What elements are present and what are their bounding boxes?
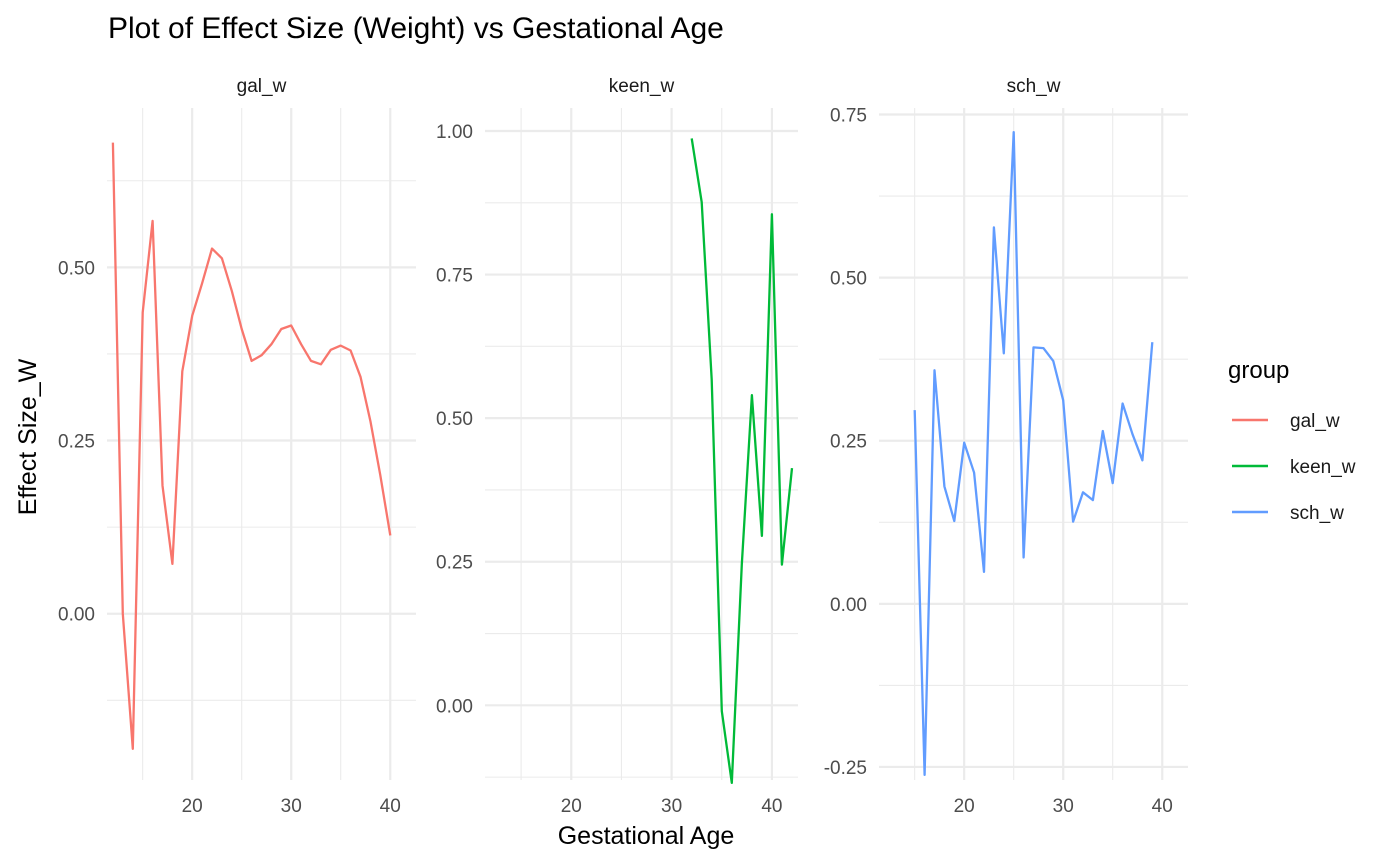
panel-gal_w: gal_w 20 30 40 0.00 0.25 0.50: [58, 76, 416, 817]
panel-keen_w: keen_w 20 30 40 0.00 0.25 0.50 0.75 1.00: [436, 76, 798, 817]
y-tick-label: 0.50: [58, 258, 95, 279]
y-tick-label: 0.00: [830, 595, 867, 616]
series-line-gal_w: [111, 142, 392, 750]
y-tick-label: 0.00: [58, 605, 95, 626]
x-tick-label: 30: [661, 796, 682, 817]
legend-label-sch_w: sch_w: [1290, 503, 1344, 524]
y-tick-label: 0.25: [830, 432, 867, 453]
y-tick-label: 0.25: [58, 432, 95, 453]
x-tick-label: 30: [1053, 796, 1074, 817]
chart-title: Plot of Effect Size (Weight) vs Gestatio…: [108, 12, 724, 45]
x-tick-label: 40: [380, 796, 401, 817]
legend-title: group: [1228, 357, 1289, 384]
y-tick-label: 0.75: [436, 266, 473, 287]
x-tick-label: 40: [1152, 796, 1173, 817]
facet-strip-label: sch_w: [1007, 76, 1061, 97]
x-tick-label: 30: [281, 796, 302, 817]
panel-sch_w: sch_w 20 30 40 -0.25 0.00 0.25 0.50 0.75: [824, 76, 1188, 817]
legend: group gal_w keen_w sch_w: [1228, 357, 1356, 524]
x-tick-label: 20: [561, 796, 582, 817]
y-tick-label: 0.50: [436, 409, 473, 430]
y-tick-label: 0.25: [436, 553, 473, 574]
series-line-keen_w: [690, 138, 794, 785]
facet-strip-label: gal_w: [237, 76, 287, 97]
x-tick-label: 20: [954, 796, 975, 817]
y-tick-label: 0.75: [830, 106, 867, 127]
panels-layer: gal_w 20 30 40 0.00 0.25 0.50 keen_w 20 30 40 0.00 0…: [58, 76, 1188, 817]
legend-label-keen_w: keen_w: [1290, 457, 1356, 478]
series-line-sch_w: [913, 130, 1154, 776]
y-tick-label: 1.00: [436, 122, 473, 143]
x-tick-label: 40: [761, 796, 782, 817]
x-axis-title: Gestational Age: [558, 822, 735, 850]
y-tick-label: -0.25: [824, 758, 867, 779]
y-tick-label: 0.50: [830, 269, 867, 290]
y-axis-title: Effect Size_W: [14, 358, 42, 515]
x-tick-label: 20: [182, 796, 203, 817]
facet-strip-label: keen_w: [609, 76, 675, 97]
legend-label-gal_w: gal_w: [1290, 411, 1340, 432]
y-tick-label: 0.00: [436, 696, 473, 717]
